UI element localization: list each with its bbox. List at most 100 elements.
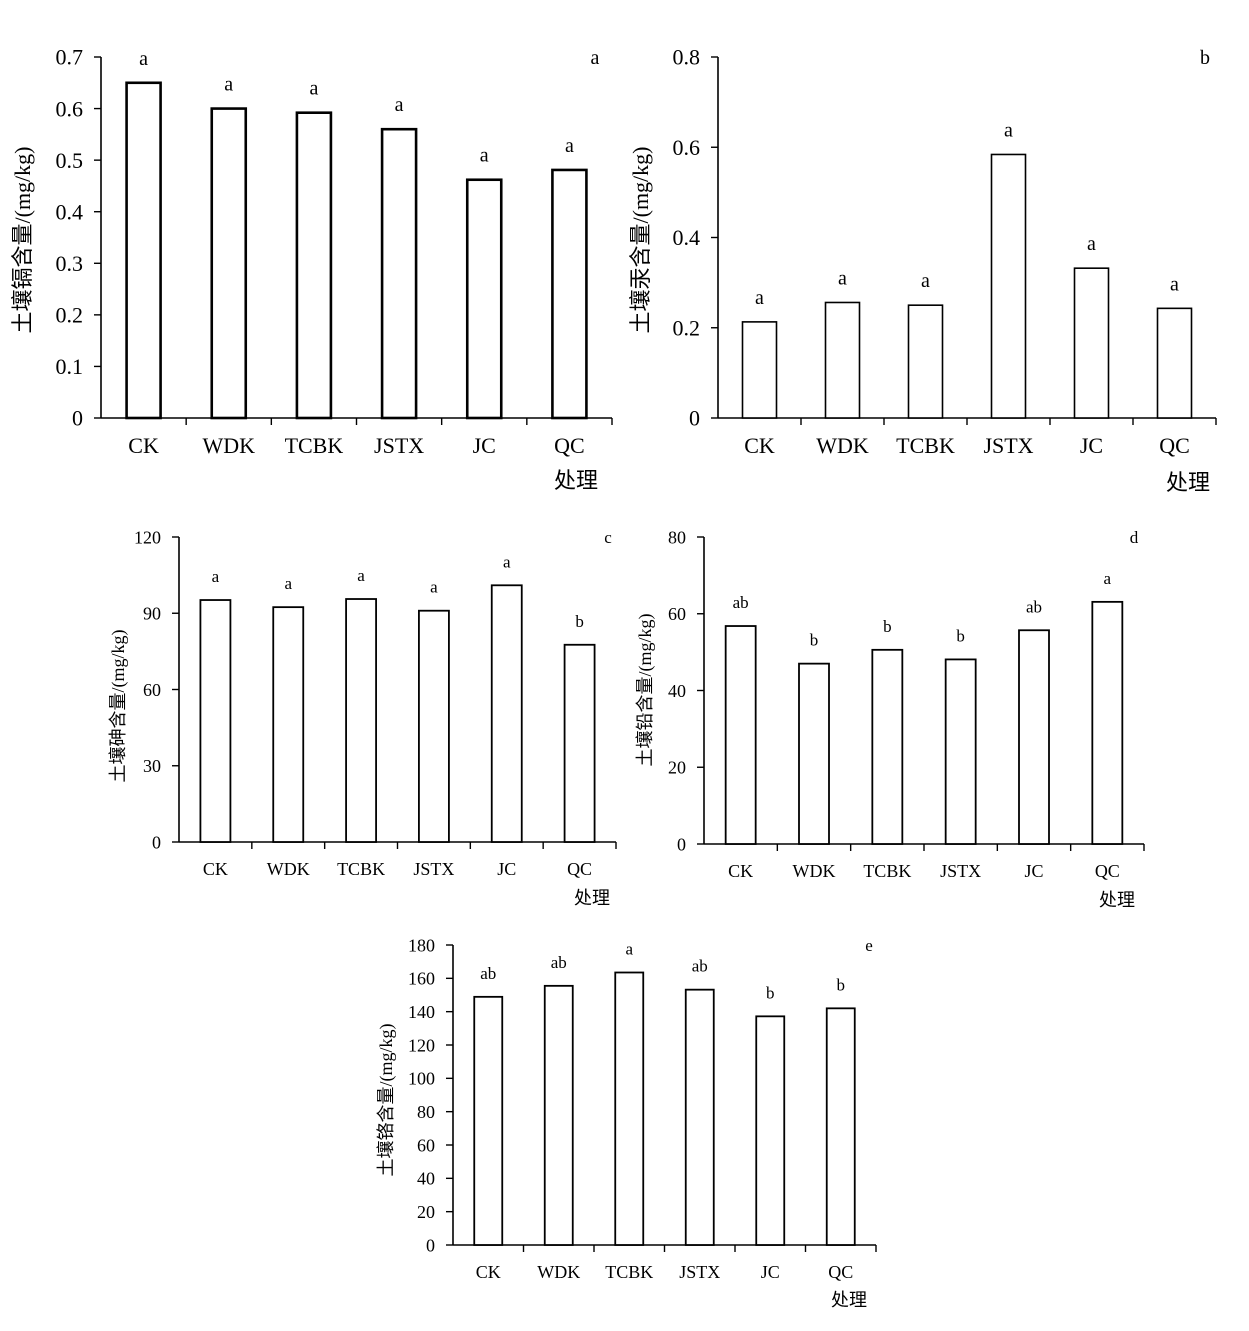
panel-label: c [604,528,612,547]
x-axis-title: 处理 [574,888,610,908]
x-category-label: QC [554,433,585,458]
x-category-label: CK [744,433,775,458]
significance-label: a [139,48,148,70]
x-category-label: WDK [537,1262,580,1282]
significance-label: ab [1026,597,1042,616]
bar-jc [1073,267,1110,419]
significance-label: ab [692,957,708,976]
significance-label: b [837,975,846,994]
y-tick-label: 0.6 [56,96,84,121]
y-tick-label: 0.2 [56,303,84,328]
x-category-label: TCBK [337,859,385,879]
y-tick-label: 0.5 [56,148,84,173]
x-category-label: JSTX [983,433,1033,458]
significance-label: b [766,983,775,1002]
x-category-label: JSTX [940,861,981,881]
x-category-label: WDK [816,433,869,458]
y-tick-label: 160 [408,969,435,989]
bar-tcbk [295,111,333,420]
x-category-label: TCBK [285,433,344,458]
significance-label: b [883,617,892,636]
bar-jstx [418,609,450,843]
y-tick-label: 80 [417,1102,435,1122]
y-tick-label: 120 [408,1035,435,1055]
significance-label: a [284,574,292,593]
significance-label: a [838,267,847,289]
chart-panel-e: 0 20 40 60 80 100 120 140 160 180 ab CK ab WDK a TCBK ab… [376,935,877,1310]
x-category-label: JC [1024,861,1043,881]
y-tick-label: 100 [408,1069,435,1089]
y-tick-label: 0 [426,1235,435,1255]
chart-panel-a: 0 0.1 0.2 0.3 0.4 0.5 0.6 0.7 a CK a WDK a TCBK a JSTX a… [10,45,613,493]
bar-jstx [990,153,1027,419]
y-tick-label: 60 [668,604,686,624]
x-category-label: WDK [793,861,836,881]
x-axis-title: 处理 [1099,890,1135,910]
significance-label: b [956,626,965,645]
chart-panel-c: 0 30 60 90 120 a CK a WDK a TCBK a JSTX a JC b QC 处理 c 土壤砷含… [108,527,617,908]
bar-jstx [684,988,715,1246]
y-tick-label: 0 [152,832,161,852]
y-tick-label: 60 [417,1135,435,1155]
significance-label: ab [480,964,496,983]
bar-ck [724,625,757,845]
bar-jc [465,178,503,420]
y-axis-title: 土壤砷含量/(mg/kg) [108,630,129,783]
x-category-label: JC [473,433,496,458]
y-tick-label: 0 [689,406,700,431]
significance-label: a [480,145,489,167]
x-category-label: TCBK [605,1262,653,1282]
y-tick-label: 20 [668,758,686,778]
x-category-label: CK [203,859,228,879]
x-axis-title: 处理 [554,468,598,493]
significance-label: a [1087,233,1096,255]
significance-label: a [1004,119,1013,141]
significance-label: a [1170,273,1179,295]
significance-label: a [503,552,511,571]
x-category-label: TCBK [863,861,911,881]
bar-ck [125,81,162,420]
x-category-label: JC [761,1262,780,1282]
significance-label: a [395,94,404,116]
bar-tcbk [614,971,645,1246]
y-tick-label: 0.1 [56,354,84,379]
bar-jc [490,584,523,843]
bar-wdk [543,984,574,1246]
y-tick-label: 120 [134,527,161,547]
y-tick-label: 40 [668,681,686,701]
significance-label: a [430,578,438,597]
bar-ck [199,599,232,843]
bar-qc [563,643,596,843]
bar-ck [473,995,504,1246]
x-category-label: JSTX [679,1262,720,1282]
y-tick-label: 0 [72,406,83,431]
y-tick-label: 140 [408,1002,435,1022]
bar-jstx [944,658,977,845]
y-tick-label: 80 [668,527,686,547]
bar-ck [741,321,778,419]
bar-wdk [824,301,861,419]
significance-label: ab [551,953,567,972]
significance-label: ab [733,593,749,612]
significance-label: a [755,287,764,309]
x-category-label: CK [128,433,159,458]
x-category-label: JC [1080,433,1103,458]
x-category-label: JSTX [374,433,424,458]
y-tick-label: 0.2 [673,315,701,340]
x-category-label: TCBK [896,433,955,458]
bar-qc [551,168,588,420]
significance-label: a [357,566,365,585]
significance-label: a [1104,569,1112,588]
bar-jstx [380,127,418,420]
panel-label: d [1130,528,1139,547]
x-axis-title: 处理 [1166,470,1210,495]
y-tick-label: 0.3 [56,251,84,276]
bar-tcbk [871,648,904,845]
y-tick-label: 20 [417,1202,435,1222]
panel-label: e [865,936,873,955]
significance-label: a [309,78,318,100]
y-tick-label: 40 [417,1169,435,1189]
bar-jc [1018,629,1050,845]
y-tick-label: 0 [677,834,686,854]
